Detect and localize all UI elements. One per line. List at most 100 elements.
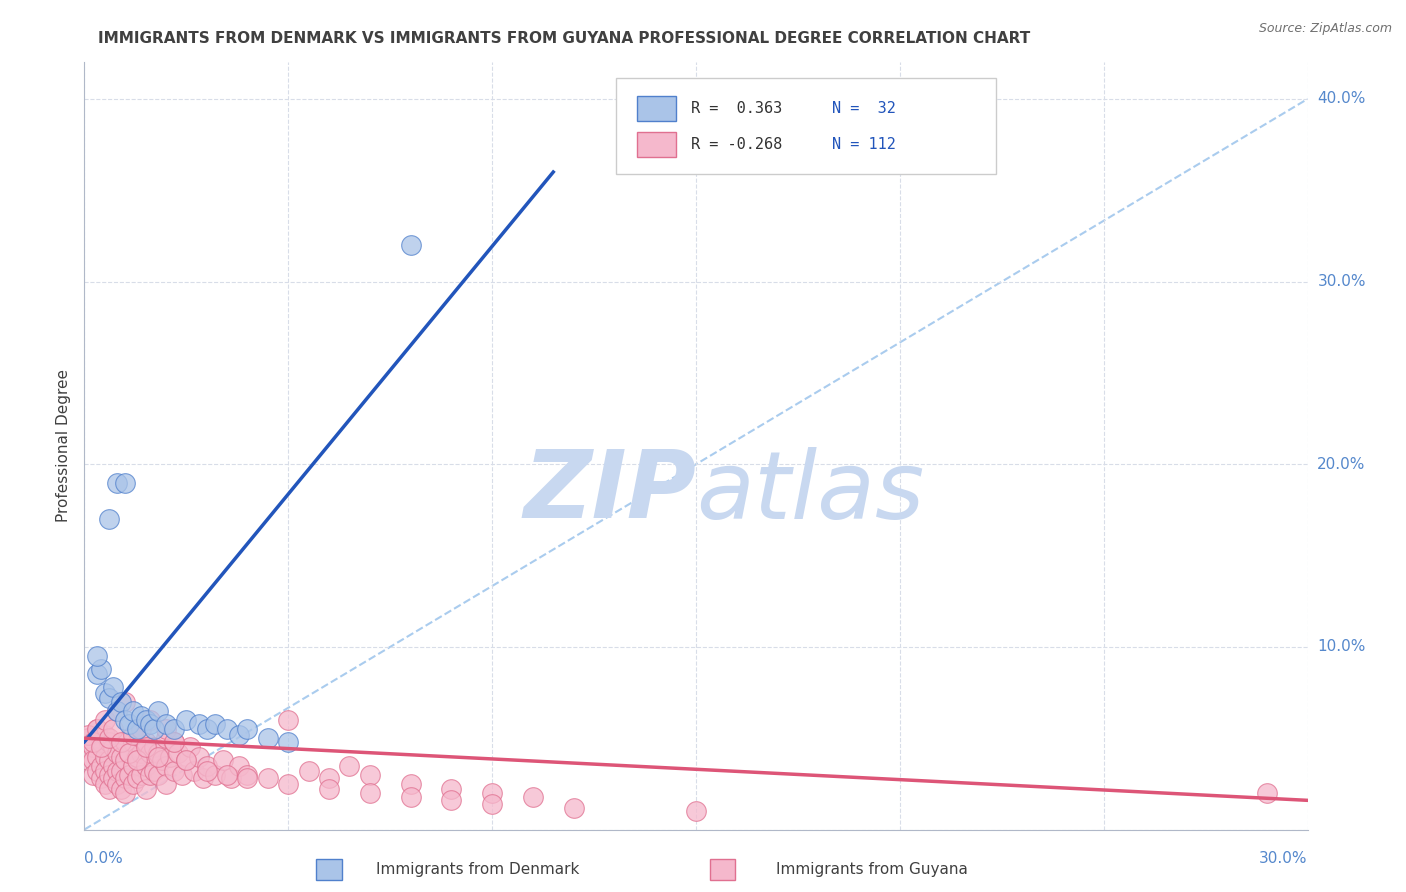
Point [142,722,165,736]
Point [97,512,120,526]
Point [298,764,321,778]
Point [131,768,153,782]
Point [212,753,235,767]
Point [97,768,120,782]
Point [174,753,197,767]
Point [135,740,157,755]
Point [339,758,361,772]
Point [179,740,201,755]
Point [318,782,340,797]
Point [399,238,422,252]
Point [86,722,108,736]
Point [195,758,218,772]
Point [142,764,165,778]
FancyBboxPatch shape [616,78,995,174]
Point [101,758,124,772]
Point [399,777,422,791]
Point [101,722,124,736]
Point [122,777,145,791]
Point [277,777,299,791]
Point [97,782,120,797]
Point [82,740,104,755]
Point [118,768,141,782]
Point [122,728,145,742]
Point [155,731,177,746]
Point [86,722,108,736]
Point [93,728,115,742]
Point [114,475,136,490]
Point [77,728,100,742]
Point [522,789,544,804]
Point [191,772,214,786]
Point [135,735,157,749]
Point [118,746,141,760]
Point [399,789,422,804]
Point [138,746,160,760]
Point [127,772,149,786]
Point [122,758,145,772]
Point [163,735,186,749]
Point [86,648,108,663]
Point [277,735,299,749]
Point [155,777,177,791]
Point [138,716,160,731]
Point [146,749,169,764]
Text: 40.0%: 40.0% [1317,92,1365,106]
Point [440,793,463,807]
Point [105,777,128,791]
Point [359,786,381,800]
Text: 20.0%: 20.0% [1317,457,1365,472]
Point [90,735,112,749]
Point [187,716,209,731]
Point [90,740,112,755]
Point [90,772,112,786]
Point [187,749,209,764]
Point [93,685,115,699]
Point [114,786,136,800]
Point [97,691,120,706]
Point [114,695,136,709]
Text: 0.0%: 0.0% [84,851,124,866]
Point [90,758,112,772]
Point [101,740,124,755]
Point [277,713,299,727]
Point [159,749,181,764]
Text: N =  32: N = 32 [832,101,896,116]
Y-axis label: Professional Degree: Professional Degree [56,369,72,523]
Point [101,680,124,694]
Point [174,753,197,767]
Point [183,764,205,778]
Point [86,749,108,764]
Bar [637,132,676,157]
Point [172,768,194,782]
Text: Source: ZipAtlas.com: Source: ZipAtlas.com [1258,22,1392,36]
Point [142,740,165,755]
Point [219,772,242,786]
Point [318,772,340,786]
Point [127,753,149,767]
Point [105,746,128,760]
Point [359,768,381,782]
Point [481,786,503,800]
Point [163,764,186,778]
Point [90,662,112,676]
Point [105,704,128,718]
Point [114,735,136,749]
Point [155,716,177,731]
Point [118,746,141,760]
Text: 30.0%: 30.0% [1317,274,1365,289]
Point [127,722,149,736]
Point [77,753,100,767]
Point [77,731,100,746]
Point [217,722,239,736]
Point [228,728,250,742]
Point [131,709,153,723]
Point [82,735,104,749]
Point [146,704,169,718]
Point [118,716,141,731]
Point [82,768,104,782]
Text: atlas: atlas [696,447,924,538]
Point [195,764,218,778]
Point [93,764,115,778]
Text: R = -0.268: R = -0.268 [692,137,782,152]
